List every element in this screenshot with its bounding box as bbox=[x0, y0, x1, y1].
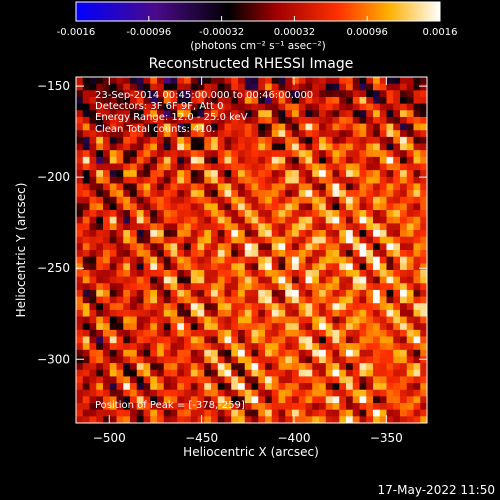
annotation-block: 23-Sep-2014 00:45:00.000 to 00:46:00.000… bbox=[95, 90, 313, 135]
x-tick-label: −350 bbox=[370, 431, 403, 445]
x-tick-label: −500 bbox=[93, 431, 126, 445]
colorbar-tick-label: -0.0016 bbox=[57, 27, 96, 38]
colorbar: -0.0016 -0.00096 -0.00032 0.00032 0.00096 0.0… bbox=[57, 1, 458, 52]
annotation-time-range: 23-Sep-2014 00:45:00.000 to 00:46:00.000 bbox=[95, 90, 313, 101]
colorbar-tick-label: 0.00032 bbox=[274, 27, 315, 38]
peak-position-label: Position of Peak = [-378,-259] bbox=[95, 400, 245, 411]
colorbar-gradient bbox=[75, 1, 441, 22]
colorbar-tick-label: 0.00096 bbox=[347, 27, 388, 38]
y-axis-label: Heliocentric Y (arcsec) bbox=[14, 183, 28, 318]
axes: −500 −450 −400 −350 −150 −200 −250 −300 bbox=[37, 77, 427, 445]
colorbar-tick-label: -0.00032 bbox=[199, 27, 244, 38]
timestamp: 17-May-2022 11:50 bbox=[378, 483, 495, 497]
annotation-energy-range: Energy Range: 12.0 - 25.0 keV bbox=[95, 112, 248, 123]
y-tick-label: −150 bbox=[37, 79, 70, 93]
colorbar-unit-label: (photons cm⁻² s⁻¹ asec⁻²) bbox=[190, 40, 325, 52]
y-tick-label: −200 bbox=[37, 170, 70, 184]
colorbar-tick-label: -0.00096 bbox=[126, 27, 171, 38]
annotation-clean-counts: Clean Total counts: 410. bbox=[95, 124, 215, 135]
y-tick-label: −250 bbox=[37, 261, 70, 275]
x-tick-label: −450 bbox=[185, 431, 218, 445]
x-axis-label: Heliocentric X (arcsec) bbox=[183, 445, 319, 459]
x-tick-label: −400 bbox=[278, 431, 311, 445]
annotation-detectors: Detectors: 3F 6F 9F, Att 0 bbox=[95, 101, 223, 112]
chart-title: Reconstructed RHESSI Image bbox=[149, 56, 354, 72]
colorbar-ticks: -0.0016 -0.00096 -0.00032 0.00032 0.00096 0.0… bbox=[57, 16, 458, 38]
y-tick-label: −300 bbox=[37, 352, 70, 366]
plot-frame bbox=[75, 76, 428, 424]
colorbar-tick-label: 0.0016 bbox=[423, 27, 458, 38]
heatmap bbox=[76, 77, 427, 423]
